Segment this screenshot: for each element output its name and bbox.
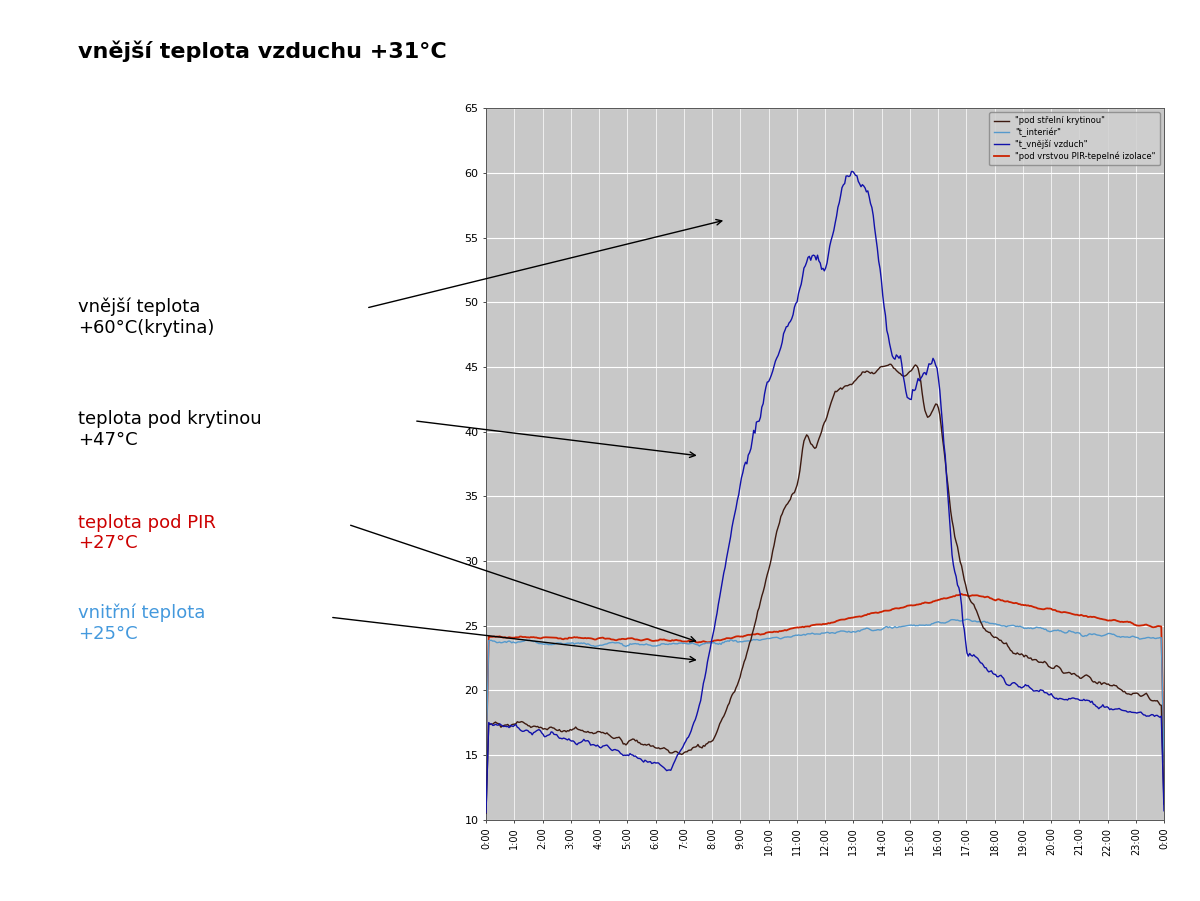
Text: teplota pod PIR
+27°C: teplota pod PIR +27°C — [78, 514, 216, 552]
Text: vnější teplota
+60°C(krytina): vnější teplota +60°C(krytina) — [78, 297, 215, 337]
Text: teplota pod krytinou
+47°C: teplota pod krytinou +47°C — [78, 410, 262, 449]
Legend: "pod střelní krytinou", "t_interiér", "t_vnější vzduch", "pod vrstvou PIR-tepeln: "pod střelní krytinou", "t_interiér", "t… — [990, 113, 1160, 166]
Text: vnější teplota vzduchu +31°C: vnější teplota vzduchu +31°C — [78, 41, 446, 62]
Text: vnitřní teplota
+25°C: vnitřní teplota +25°C — [78, 604, 205, 643]
